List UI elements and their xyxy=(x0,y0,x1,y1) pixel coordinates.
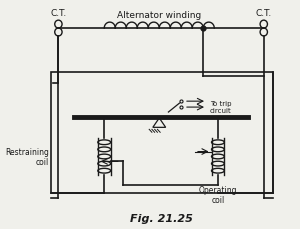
Text: Fig. 21.25: Fig. 21.25 xyxy=(130,213,193,223)
Text: Operating
coil: Operating coil xyxy=(199,185,237,204)
Text: Alternator winding: Alternator winding xyxy=(117,11,201,20)
Text: C.T.: C.T. xyxy=(256,9,272,18)
Text: Restraining
coil: Restraining coil xyxy=(5,147,49,166)
Text: To trip
circuit: To trip circuit xyxy=(210,101,231,114)
Text: C.T.: C.T. xyxy=(50,9,67,18)
